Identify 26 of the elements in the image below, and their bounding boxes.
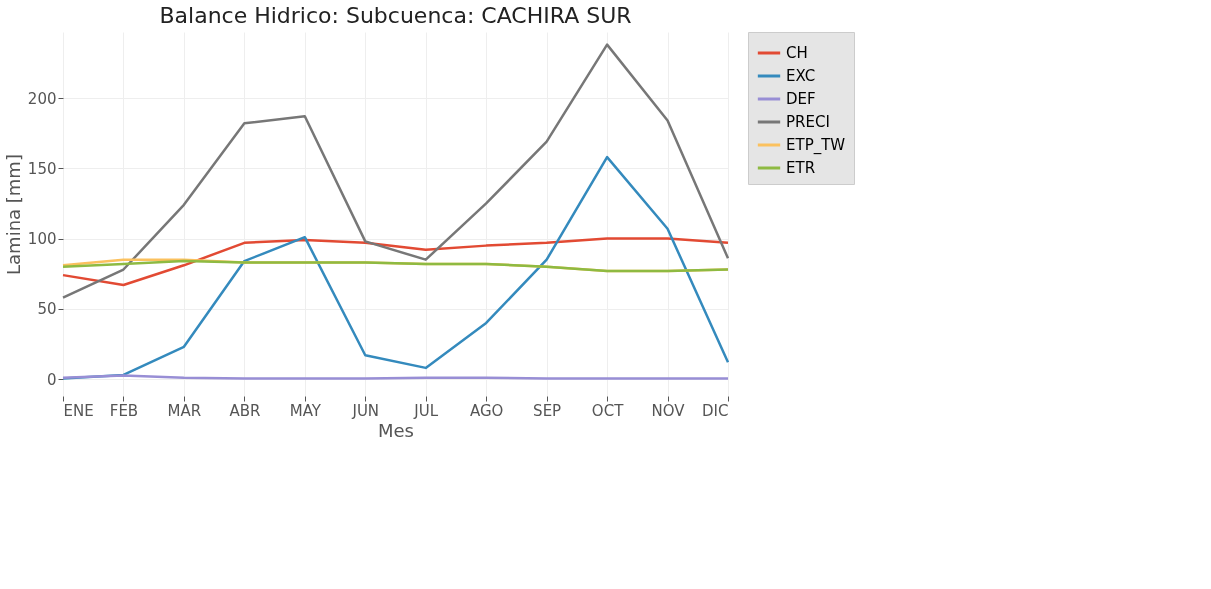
x-tick-label: ENE [63,401,94,420]
x-axis-title: Mes [378,419,414,441]
y-tick-label: 0 [46,370,57,389]
legend-label: DEF [786,90,816,108]
y-axis-title: Lamina [mm] [2,154,24,275]
x-tick-label: FEB [109,401,139,420]
x-tick-label: JUN [351,401,380,420]
y-tick-label: 100 [27,230,57,249]
legend-label: ETP_TW [786,136,846,155]
x-tick-label: JUL [413,401,439,420]
x-tick-label: AGO [469,401,504,420]
y-tick-label: 150 [27,159,57,178]
legend-label: CH [786,44,808,62]
x-tick-label: ABR [229,401,261,420]
y-tick-label: 200 [27,89,57,108]
legend-label: EXC [786,67,816,85]
x-tick-label: MAY [289,401,322,420]
x-tick-label: SEP [533,401,562,420]
x-tick-label: DIC [702,401,729,420]
legend-label: ETR [786,159,816,177]
legend-label: PRECI [786,113,830,131]
x-tick-label: OCT [591,401,625,420]
x-tick-label: NOV [651,401,686,420]
x-tick-label: MAR [167,401,202,420]
chart-title: Balance Hidrico: Subcuenca: CACHIRA SUR [159,3,632,28]
y-tick-label: 50 [37,300,57,319]
